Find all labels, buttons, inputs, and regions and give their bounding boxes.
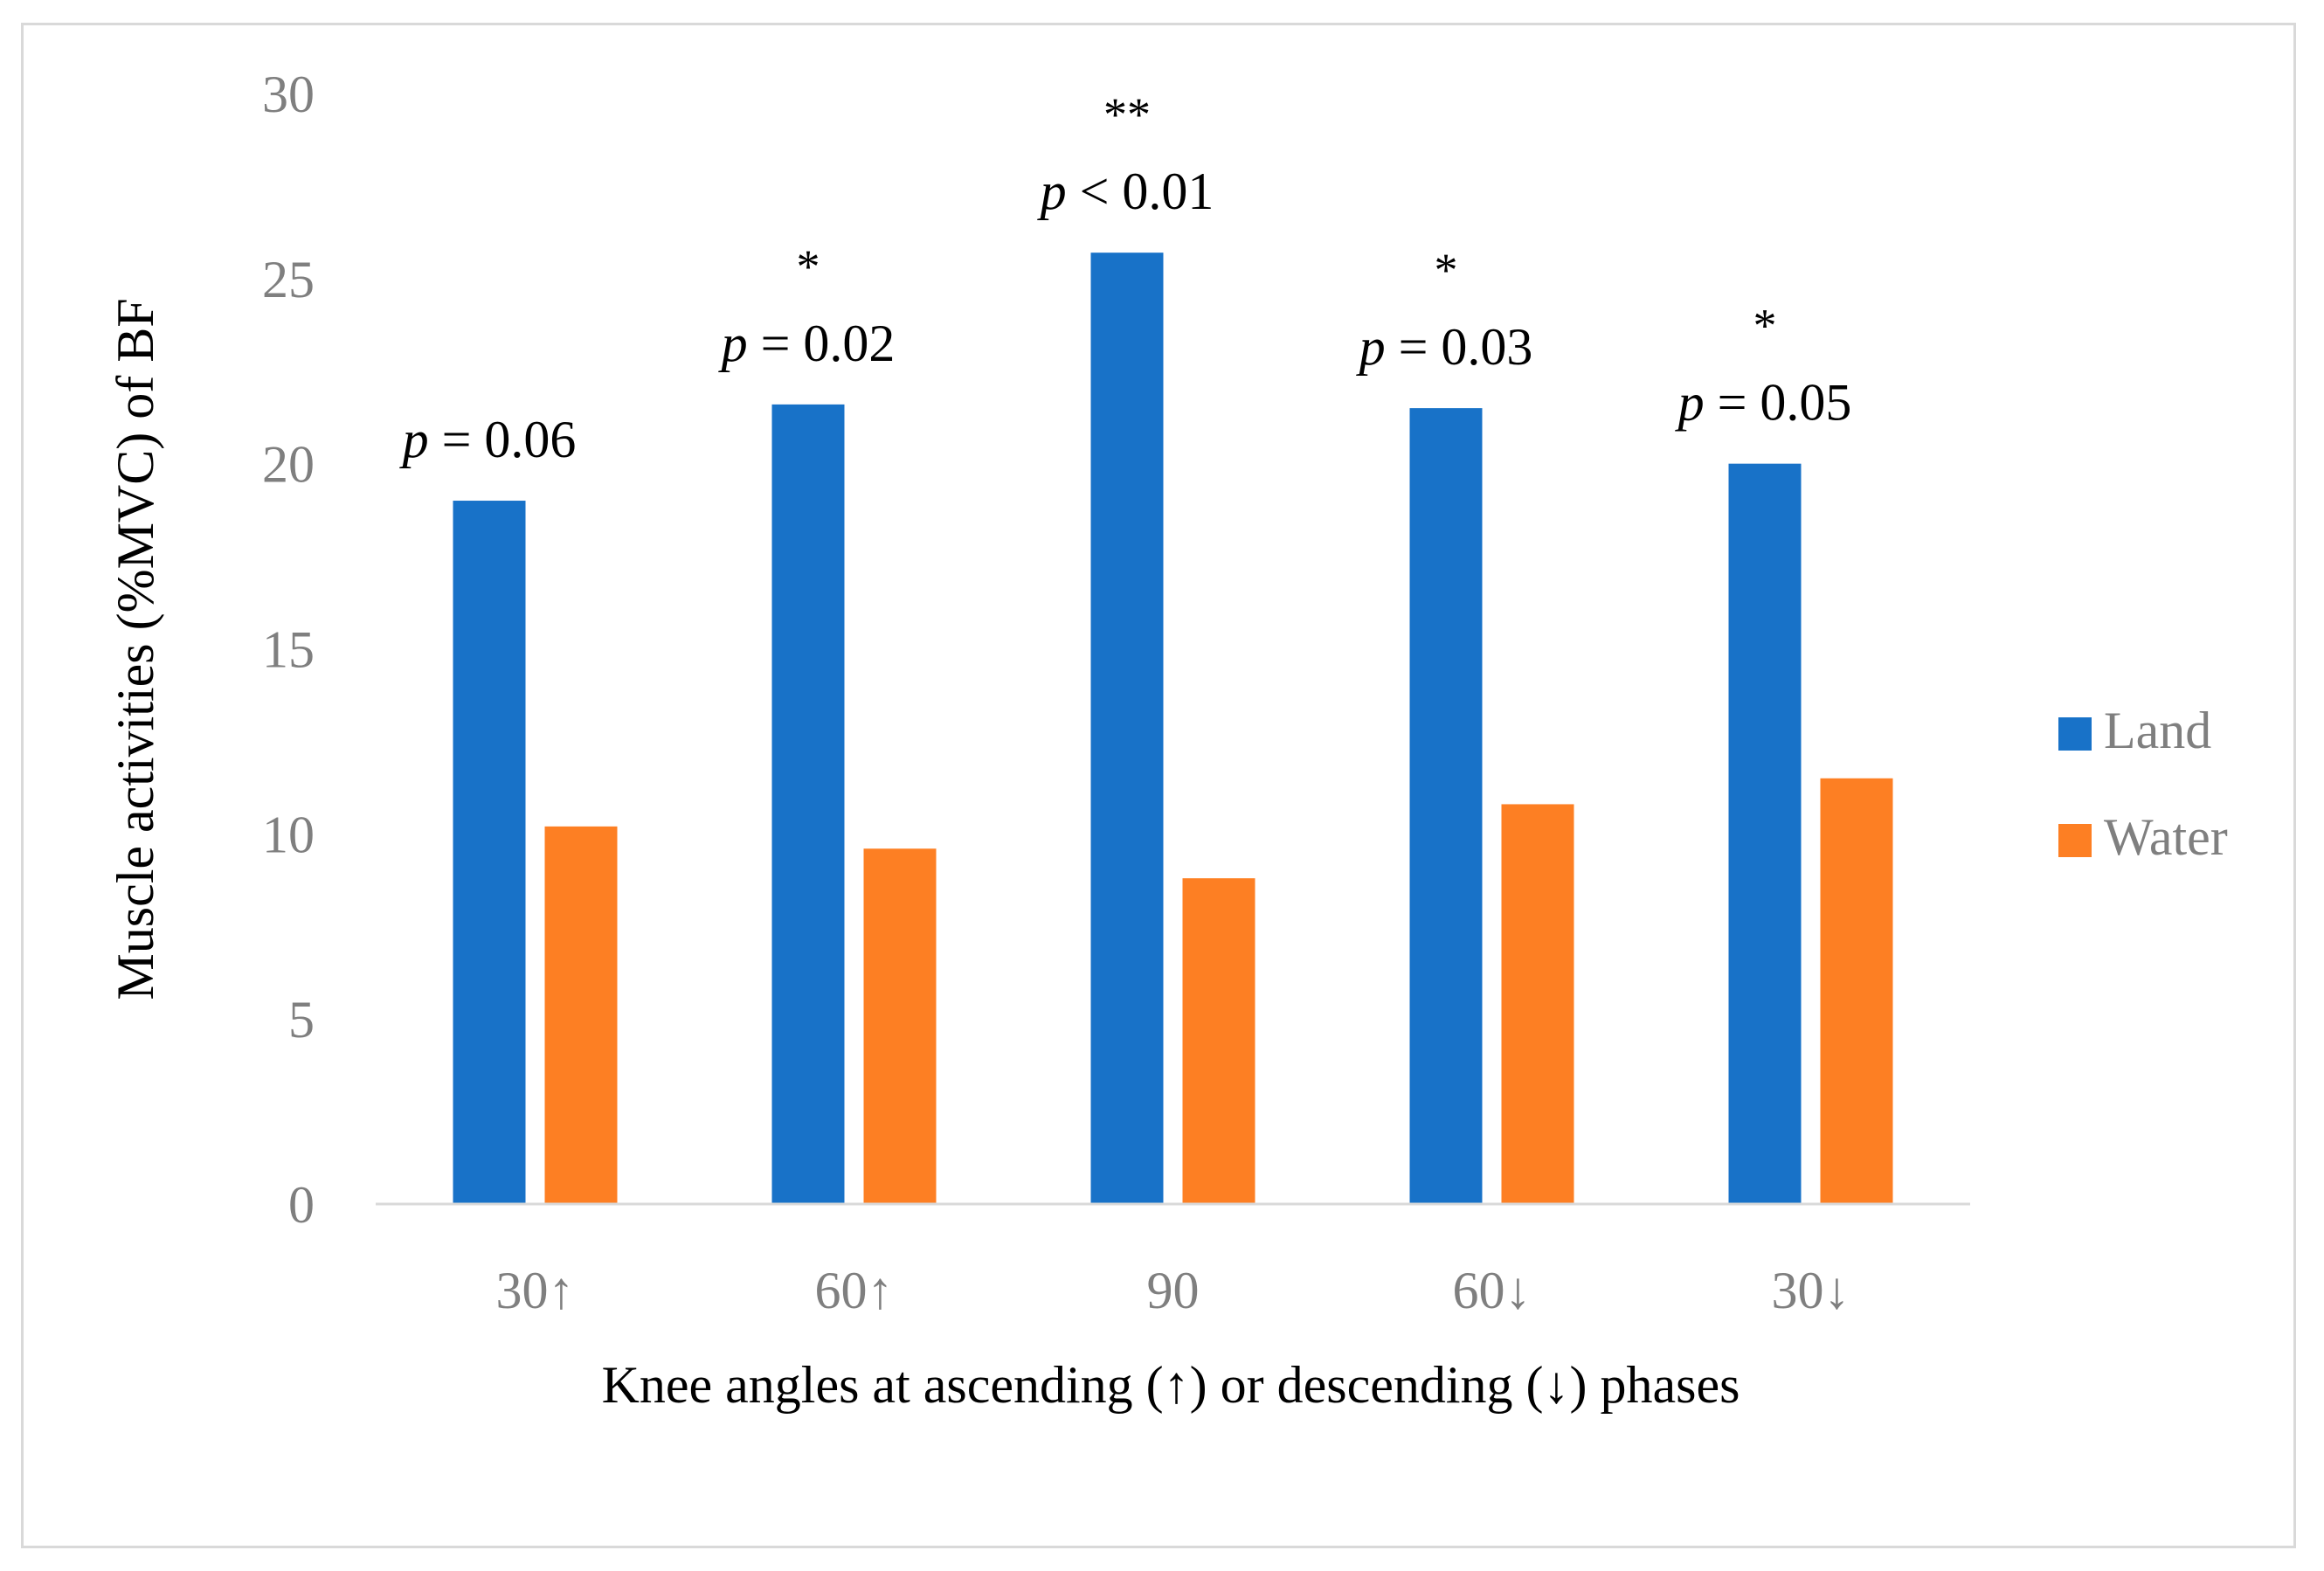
- bar-water: [1182, 878, 1255, 1204]
- x-axis-title: Knee angles at ascending (↑) or descendi…: [602, 1356, 1740, 1414]
- x-tick-label: 60↓: [1453, 1262, 1532, 1319]
- significance-stars: **: [1103, 88, 1151, 141]
- legend-label-land: Land: [2104, 702, 2211, 759]
- x-tick-label: 30↑: [496, 1262, 575, 1319]
- y-axis-ticks: 0 5 10 15 20 25 30: [262, 66, 315, 1234]
- p-value-label: p = 0.03: [1356, 318, 1533, 376]
- y-tick-label: 20: [262, 436, 315, 494]
- legend-label-water: Water: [2104, 808, 2228, 866]
- x-tick-label: 60↑: [815, 1262, 894, 1319]
- x-tick-label: 30↓: [1772, 1262, 1850, 1319]
- x-tick-label: 90: [1147, 1262, 1200, 1319]
- p-value-label: p = 0.06: [399, 411, 577, 468]
- bar-water: [1501, 804, 1574, 1204]
- y-tick-label: 30: [262, 66, 315, 123]
- bar-land: [1728, 463, 1802, 1204]
- significance-stars: *: [1753, 300, 1777, 352]
- bar-land: [453, 501, 526, 1204]
- p-value-label: p < 0.01: [1037, 163, 1214, 220]
- bar-water: [1820, 778, 1893, 1204]
- y-tick-label: 15: [262, 621, 315, 679]
- bar-water: [863, 848, 937, 1204]
- bar-water: [544, 826, 618, 1204]
- significance-stars: *: [1435, 244, 1458, 296]
- bar-land: [1090, 253, 1164, 1205]
- bar-land: [1409, 408, 1483, 1204]
- p-value-label: p = 0.05: [1675, 374, 1852, 432]
- bars: [453, 253, 1893, 1205]
- significance-stars: *: [797, 240, 820, 293]
- bar-land: [771, 404, 845, 1204]
- y-tick-label: 0: [288, 1176, 315, 1234]
- legend-swatch-land: [2058, 717, 2092, 751]
- legend: Land Water: [2058, 702, 2228, 866]
- significance-annotations: p = 0.06 p = 0.02 * p < 0.01 ** p = 0.03 * p = …: [399, 88, 1852, 468]
- y-axis-title: Muscle activities (%MVC) of BF: [107, 298, 164, 1000]
- p-value-label: p = 0.02: [718, 315, 896, 372]
- legend-swatch-water: [2058, 824, 2092, 857]
- y-tick-label: 10: [262, 806, 315, 863]
- x-axis-ticks: 30↑ 60↑ 90 60↓ 30↓: [496, 1262, 1850, 1319]
- y-tick-label: 5: [288, 991, 315, 1048]
- y-tick-label: 25: [262, 251, 315, 308]
